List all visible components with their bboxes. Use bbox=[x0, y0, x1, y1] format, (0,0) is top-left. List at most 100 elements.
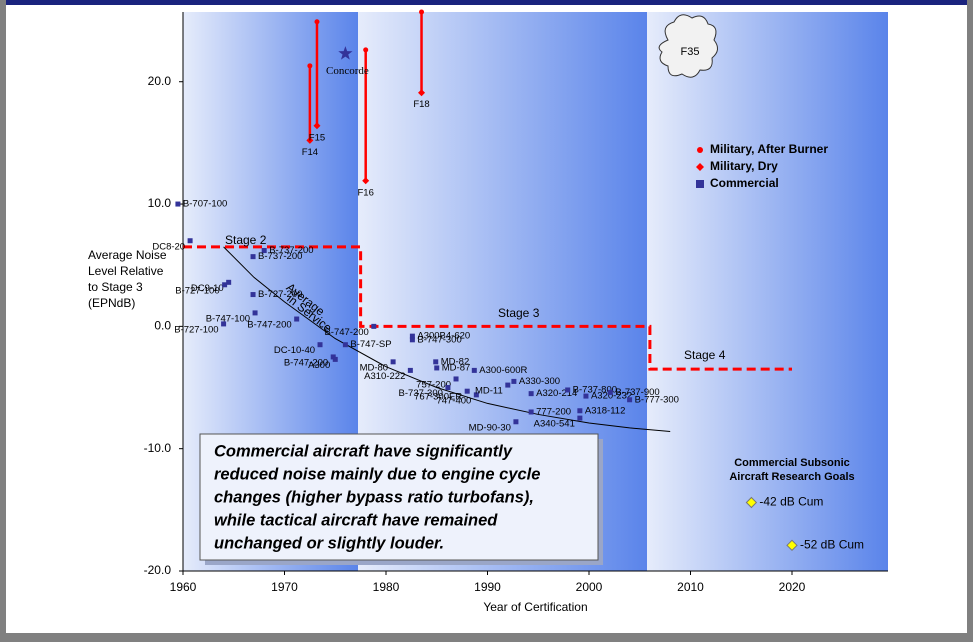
marker-square bbox=[565, 387, 571, 393]
marker-square bbox=[252, 310, 258, 316]
marker-square bbox=[409, 337, 415, 343]
stage-label: Stage 3 bbox=[498, 306, 540, 320]
marker-square bbox=[453, 376, 459, 382]
marker-diamond bbox=[313, 122, 321, 130]
point-label: B-777-300 bbox=[635, 394, 679, 405]
point-label: B-727-100 bbox=[174, 324, 218, 335]
stage-line bbox=[183, 245, 792, 371]
marker-square bbox=[371, 323, 377, 329]
x-tick-label: 1990 bbox=[474, 580, 501, 594]
point-label: A320-214 bbox=[536, 388, 577, 399]
x-tick-label: 1970 bbox=[271, 580, 298, 594]
point-label: DC9-10 bbox=[191, 283, 224, 294]
point-label: B-707-100 bbox=[183, 199, 227, 210]
stage-label: Stage 4 bbox=[684, 348, 726, 362]
callout-text: unchanged or slightly louder. bbox=[214, 534, 444, 552]
marker-diamond bbox=[362, 177, 370, 185]
y-axis-label: Average Noise bbox=[88, 248, 167, 262]
point-label: F15 bbox=[309, 132, 325, 143]
marker-circle bbox=[363, 47, 369, 53]
point-label: DC8-20 bbox=[152, 241, 185, 252]
x-axis-label: Year of Certification bbox=[483, 600, 587, 614]
marker-square bbox=[222, 282, 228, 288]
goal-label: -52 dB Cum bbox=[800, 537, 864, 551]
marker-square bbox=[342, 342, 348, 348]
point-label: MD-90-30 bbox=[469, 422, 511, 433]
marker-square bbox=[583, 393, 589, 399]
marker-square bbox=[577, 415, 583, 421]
marker-circle bbox=[697, 147, 703, 153]
point-label: A300 bbox=[308, 360, 330, 371]
y-tick-label: -20.0 bbox=[144, 563, 172, 577]
point-label: A320-232 bbox=[591, 391, 632, 402]
legend-label: Military, After Burner bbox=[710, 142, 828, 156]
marker-square bbox=[294, 316, 300, 322]
callout-text: while tactical aircraft have remained bbox=[214, 511, 498, 529]
marker-square bbox=[261, 248, 267, 254]
marker-square bbox=[627, 397, 633, 403]
f35-cloud bbox=[658, 14, 718, 78]
x-tick-label: 2020 bbox=[779, 580, 806, 594]
x-tick-label: 1980 bbox=[373, 580, 400, 594]
point-label: A340-541 bbox=[534, 419, 575, 430]
y-axis-label: Level Relative bbox=[88, 264, 164, 278]
point-label: A318-112 bbox=[585, 405, 626, 416]
point-label: MD-87 bbox=[442, 362, 471, 373]
marker-square bbox=[433, 359, 439, 365]
point-label: B-737-200 bbox=[269, 245, 313, 256]
marker-square bbox=[390, 359, 396, 365]
point-label: B-747-200 bbox=[324, 327, 368, 338]
marker-square bbox=[409, 333, 415, 339]
point-label: B-747-200 bbox=[247, 320, 291, 331]
marker-square bbox=[464, 388, 470, 394]
marker-diamond bbox=[786, 539, 798, 552]
marker-square bbox=[513, 419, 519, 425]
goal-label: -42 dB Cum bbox=[759, 495, 823, 509]
point-label: 767-300ER bbox=[414, 392, 462, 403]
marker-diamond bbox=[306, 136, 314, 144]
marker-square bbox=[445, 385, 451, 391]
point-label: F16 bbox=[358, 187, 374, 198]
trend-line bbox=[223, 246, 671, 433]
marker-square bbox=[187, 238, 193, 244]
f35-label: F35 bbox=[681, 46, 700, 58]
marker-square bbox=[250, 292, 256, 298]
y-tick-label: -10.0 bbox=[144, 441, 172, 455]
callout-text: Commercial aircraft have significantly bbox=[214, 442, 513, 460]
marker-square bbox=[317, 342, 323, 348]
point-label: B-747-200 bbox=[284, 357, 328, 368]
marker-square bbox=[175, 201, 181, 207]
callout-box bbox=[199, 433, 599, 561]
callout-text: reduced noise mainly due to engine cycle bbox=[214, 465, 540, 483]
point-label: B-737-200 bbox=[258, 251, 302, 262]
era-band bbox=[647, 12, 888, 571]
point-label: F18 bbox=[413, 99, 429, 110]
point-label: A310-222 bbox=[364, 371, 405, 382]
point-label: A300B4-620 bbox=[417, 331, 470, 342]
marker-circle bbox=[314, 19, 320, 25]
legend-label: Commercial bbox=[710, 176, 779, 190]
legend-label: Military, Dry bbox=[710, 159, 778, 173]
marker-diamond bbox=[696, 163, 704, 171]
marker-square bbox=[226, 279, 232, 285]
point-label: 747-400 bbox=[436, 395, 471, 406]
marker-square bbox=[511, 378, 517, 384]
marker-square bbox=[528, 409, 534, 415]
marker-square bbox=[434, 365, 440, 371]
point-label: B-747-SP bbox=[350, 339, 391, 350]
point-label: B-737-800 bbox=[573, 384, 617, 395]
marker-circle bbox=[307, 63, 313, 69]
point-label: A330-300 bbox=[519, 376, 560, 387]
point-label: B-737-900 bbox=[615, 387, 659, 398]
point-label: A300-600R bbox=[479, 365, 527, 376]
y-tick-label: 10.0 bbox=[148, 196, 172, 210]
marker-square bbox=[473, 392, 479, 398]
point-label: MD-82 bbox=[441, 356, 470, 367]
marker-square bbox=[696, 180, 704, 188]
marker-square bbox=[505, 382, 511, 388]
concorde-marker bbox=[338, 46, 353, 60]
top-bar bbox=[6, 0, 967, 5]
point-label: DC-10-40 bbox=[274, 345, 315, 356]
marker-square bbox=[577, 408, 583, 414]
